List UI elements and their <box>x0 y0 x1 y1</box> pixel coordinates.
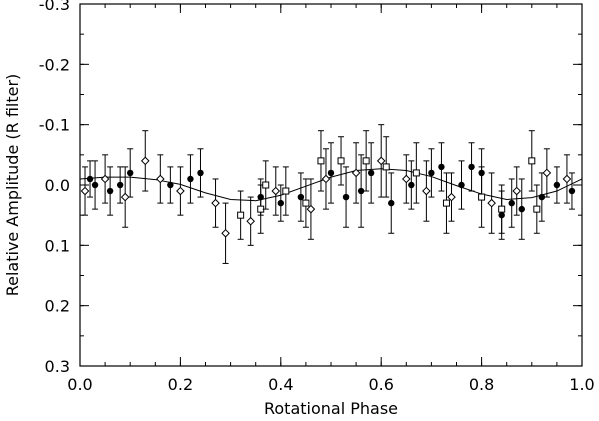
data-point-diamond <box>100 174 110 184</box>
data-point-diamond <box>321 174 331 184</box>
data-point-circle <box>357 187 365 195</box>
data-point-circle <box>508 199 515 207</box>
data-point-diamond <box>542 168 552 178</box>
data-point-square <box>533 205 541 213</box>
data-point-circle <box>553 181 561 189</box>
y-tick-label: -0.2 <box>39 55 70 74</box>
data-point-diamond <box>80 186 90 196</box>
data-point-diamond <box>271 186 281 196</box>
data-point-diamond <box>401 174 411 184</box>
data-point-circle <box>167 181 174 189</box>
y-tick-label: 0.3 <box>45 357 70 376</box>
x-tick-label: 0.8 <box>469 375 494 394</box>
data-point-circle <box>428 169 435 177</box>
x-tick-label: 0.6 <box>368 375 393 394</box>
data-point-diamond <box>246 216 255 226</box>
data-point-circle <box>518 205 525 213</box>
data-point-circle <box>197 169 204 177</box>
data-point-circle <box>91 181 99 189</box>
y-tick-label: 0.1 <box>45 236 70 255</box>
data-point-circle <box>127 169 134 177</box>
data-point-diamond <box>447 192 456 202</box>
data-point-square <box>262 181 270 189</box>
data-point-circle <box>468 163 475 171</box>
x-axis-title: Rotational Phase <box>264 399 398 418</box>
data-point-diamond <box>306 204 316 214</box>
data-point-diamond <box>120 192 130 202</box>
data-point-circle <box>187 175 194 183</box>
data-point-square <box>302 199 310 207</box>
data-point-square <box>362 157 370 165</box>
data-point-circle <box>106 187 114 195</box>
data-point-square <box>382 163 390 171</box>
data-point-square <box>282 187 290 195</box>
axis-ticks: 0.0 0.2 0.4 0.6 0.8 1.0 -0.3 -0.2 -0.1 0.0 0.1 0.2 0… <box>39 0 595 394</box>
data-point-circle <box>327 169 335 177</box>
data-point-diamond <box>562 174 572 184</box>
data-point-circle <box>458 181 465 189</box>
data-point-diamond <box>351 168 361 178</box>
data-point-diamond <box>376 156 386 166</box>
data-point-diamond <box>422 186 431 196</box>
data-point-circle <box>367 169 375 177</box>
data-point-circle <box>408 181 415 189</box>
x-tick-label: 0.2 <box>168 375 193 394</box>
y-tick-label: -0.3 <box>39 0 70 14</box>
data-point-square <box>412 169 420 177</box>
y-tick-label: 0.0 <box>45 176 70 195</box>
data-point-square <box>317 157 325 165</box>
data-point-diamond <box>176 186 185 196</box>
data-point-diamond <box>156 174 165 184</box>
data-point-square <box>442 199 450 207</box>
data-point-circle <box>86 175 94 183</box>
x-tick-label: 0.4 <box>268 375 293 394</box>
data-point-square <box>528 157 536 165</box>
data-point-square <box>337 157 345 165</box>
data-point-square <box>237 211 245 219</box>
data-point-square <box>478 193 486 201</box>
data-point-diamond <box>221 228 230 238</box>
y-tick-label: 0.2 <box>45 297 70 316</box>
data-point-diamond <box>512 186 522 196</box>
data-points-layer <box>80 124 576 264</box>
data-point-square <box>498 205 506 213</box>
data-point-circle <box>277 199 284 207</box>
data-point-circle <box>342 193 350 201</box>
x-tick-label: 0.0 <box>67 375 92 394</box>
data-point-circle <box>568 187 576 195</box>
data-point-circle <box>438 163 445 171</box>
data-point-diamond <box>211 198 220 208</box>
x-tick-label: 1.0 <box>569 375 594 394</box>
data-point-diamond <box>140 156 150 166</box>
data-point-circle <box>116 181 124 189</box>
data-point-circle <box>297 193 305 201</box>
data-point-diamond <box>487 198 496 208</box>
y-tick-label: -0.1 <box>39 116 70 135</box>
y-axis-title: Relative Amplitude (R filter) <box>3 74 22 297</box>
data-point-circle <box>388 199 395 207</box>
data-point-circle <box>538 193 546 201</box>
